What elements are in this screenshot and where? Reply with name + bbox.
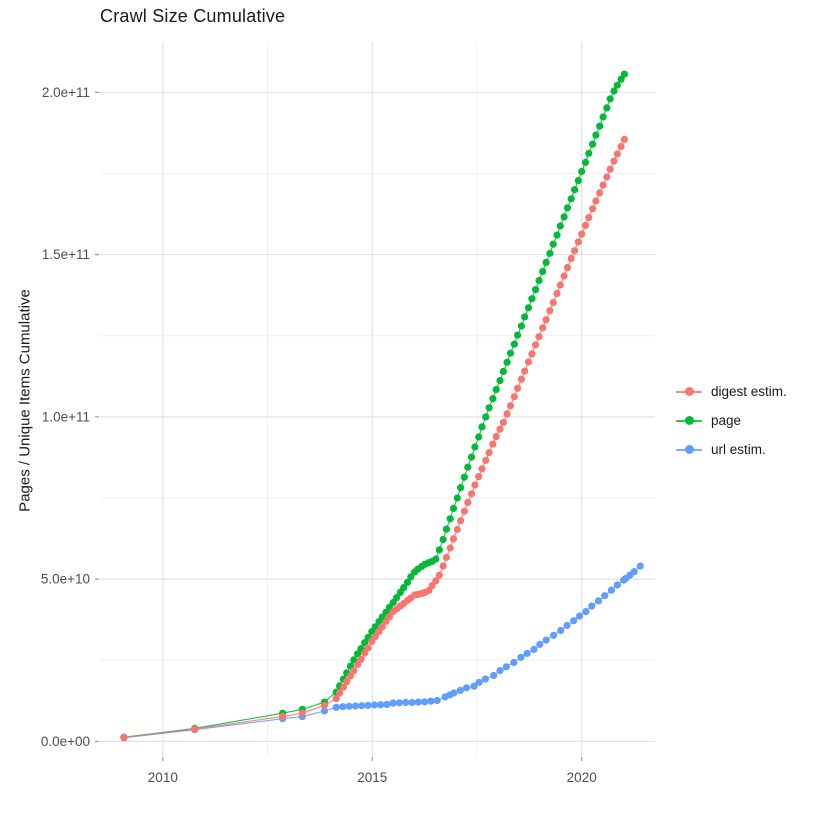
- svg-text:2.0e+11: 2.0e+11: [42, 85, 90, 100]
- legend-item-url-estim: url estim.: [676, 435, 787, 464]
- svg-text:2010: 2010: [148, 770, 178, 785]
- svg-text:2020: 2020: [567, 770, 597, 785]
- legend: digest estim. page url estim.: [676, 377, 787, 464]
- svg-text:5.0e+10: 5.0e+10: [41, 572, 90, 587]
- svg-text:1.0e+11: 1.0e+11: [42, 409, 90, 424]
- gridlines-minor: [100, 42, 655, 756]
- series-url-estim-points: [120, 562, 644, 742]
- svg-text:0.0e+00: 0.0e+00: [41, 734, 90, 749]
- x-axis-labels: 2010 2015 2020: [148, 770, 597, 785]
- legend-label: url estim.: [711, 442, 766, 457]
- axis-ticks: [95, 91, 583, 761]
- y-axis-labels: 0.0e+00 5.0e+10 1.0e+11 1.5e+11 2.0e+11: [41, 85, 90, 749]
- svg-text:1.5e+11: 1.5e+11: [42, 247, 90, 262]
- series-url-estim-line: [123, 565, 641, 739]
- legend-label: digest estim.: [711, 384, 787, 399]
- legend-key-page-icon: [676, 414, 702, 428]
- series-digest-estim-points: [120, 135, 629, 742]
- gridlines-major: [100, 42, 655, 756]
- legend-item-page: page: [676, 406, 787, 435]
- series-page-points: [120, 70, 629, 741]
- svg-text:2015: 2015: [357, 770, 387, 785]
- chart-title: Crawl Size Cumulative: [100, 6, 286, 26]
- series-page: [120, 70, 629, 741]
- series-url-estim: [120, 562, 644, 742]
- legend-label: page: [711, 413, 742, 428]
- legend-key-digest-icon: [676, 385, 702, 399]
- legend-key-url-icon: [676, 443, 702, 457]
- series-digest-estim-line: [123, 139, 625, 739]
- legend-item-digest-estim: digest estim.: [676, 377, 787, 406]
- series-digest-estim: [120, 135, 629, 742]
